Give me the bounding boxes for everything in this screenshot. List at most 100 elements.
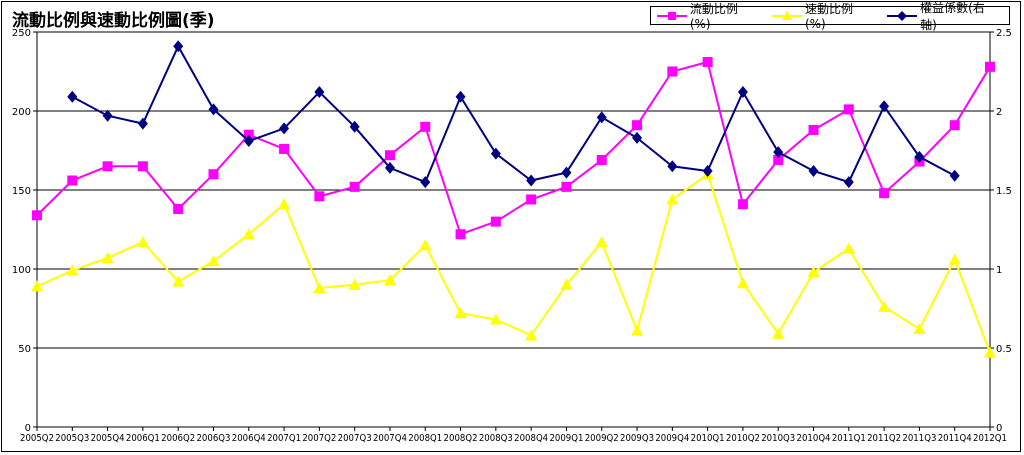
data-point-diamond bbox=[349, 120, 360, 133]
y-right-tick-label: 2.5 bbox=[996, 28, 1012, 39]
series-line bbox=[36, 172, 991, 354]
data-point-triangle bbox=[313, 281, 326, 293]
data-point-diamond bbox=[67, 90, 78, 103]
data-point-square bbox=[67, 175, 78, 186]
data-point-square bbox=[949, 120, 960, 131]
x-tick-label: 2010Q4 bbox=[797, 433, 831, 444]
data-point-square bbox=[384, 150, 395, 161]
series-line bbox=[36, 60, 991, 236]
data-point-square bbox=[279, 143, 290, 154]
data-point-square bbox=[561, 181, 572, 192]
x-tick-label: 2007Q1 bbox=[267, 433, 301, 444]
data-point-diamond bbox=[879, 100, 890, 113]
x-tick-label: 2011Q4 bbox=[938, 433, 972, 444]
data-point-diamond bbox=[384, 161, 395, 174]
data-point-triangle bbox=[948, 253, 961, 265]
data-point-square bbox=[243, 129, 254, 140]
x-tick-label: 2009Q4 bbox=[655, 433, 689, 444]
data-point-square bbox=[702, 57, 713, 68]
x-tick-label: 2009Q3 bbox=[620, 433, 654, 444]
data-point-triangle bbox=[454, 307, 467, 319]
x-tick-label: 2011Q1 bbox=[832, 433, 866, 444]
data-point-diamond bbox=[737, 86, 748, 99]
data-point-square bbox=[985, 61, 995, 72]
data-point-diamond bbox=[843, 176, 854, 189]
chart-title: 流動比例與速動比例圖(季) bbox=[12, 11, 215, 31]
y-right-tick-label: 1.5 bbox=[996, 186, 1012, 197]
y-left-tick-label: 250 bbox=[12, 28, 31, 39]
data-point-triangle bbox=[419, 239, 432, 251]
x-tick-label: 2010Q2 bbox=[726, 433, 760, 444]
y-left-tick-label: 50 bbox=[18, 344, 31, 355]
data-point-triangle bbox=[878, 300, 891, 312]
x-tick-label: 2009Q2 bbox=[585, 433, 619, 444]
x-tick-label: 2007Q2 bbox=[302, 433, 336, 444]
x-tick-label: 2006Q4 bbox=[232, 433, 266, 444]
legend-item-current-ratio: 流動比例(%) bbox=[657, 0, 758, 31]
y-left-tick-label: 200 bbox=[12, 107, 31, 118]
data-point-diamond bbox=[420, 176, 431, 189]
data-point-square bbox=[773, 154, 784, 165]
x-tick-label: 2008Q2 bbox=[444, 433, 478, 444]
data-point-diamond bbox=[773, 146, 784, 159]
data-point-diamond bbox=[490, 147, 501, 160]
data-point-diamond bbox=[243, 135, 254, 148]
data-point-square bbox=[879, 188, 890, 199]
legend-item-equity-multiplier: 權益係數(右軸) bbox=[887, 0, 1001, 33]
x-tick-label: 2006Q1 bbox=[126, 433, 160, 444]
x-tick-label: 2006Q2 bbox=[161, 433, 195, 444]
data-point-square bbox=[455, 229, 466, 240]
x-tick-label: 2012Q1 bbox=[973, 433, 1007, 444]
data-point-triangle bbox=[666, 193, 679, 205]
data-point-square bbox=[490, 216, 501, 227]
legend-label: 流動比例(%) bbox=[689, 2, 738, 31]
data-point-triangle bbox=[560, 278, 573, 290]
y-left-tick-label: 150 bbox=[12, 186, 31, 197]
data-point-square bbox=[173, 203, 184, 214]
legend-marker-triangle-icon bbox=[772, 10, 802, 20]
data-point-triangle bbox=[631, 324, 644, 336]
data-point-triangle bbox=[172, 275, 185, 287]
data-point-diamond bbox=[667, 160, 678, 173]
data-point-triangle bbox=[101, 251, 114, 263]
data-point-square bbox=[32, 210, 42, 221]
data-point-triangle bbox=[278, 198, 291, 210]
x-tick-label: 2010Q1 bbox=[691, 433, 725, 444]
data-point-diamond bbox=[173, 40, 184, 53]
data-point-diamond bbox=[526, 174, 537, 187]
x-tick-label: 2005Q3 bbox=[55, 433, 89, 444]
data-point-square bbox=[137, 161, 148, 172]
legend-item-quick-ratio: 速動比例(%) bbox=[772, 0, 873, 31]
x-tick-label: 2006Q3 bbox=[196, 433, 230, 444]
y-right-tick-label: 2 bbox=[996, 107, 1002, 118]
data-point-diamond bbox=[314, 86, 325, 99]
data-point-triangle bbox=[348, 278, 361, 290]
y-left-tick-label: 0 bbox=[25, 423, 31, 434]
data-point-triangle bbox=[207, 255, 220, 267]
data-point-square bbox=[632, 120, 643, 131]
data-point-triangle bbox=[242, 228, 255, 240]
x-tick-label: 2008Q3 bbox=[479, 433, 513, 444]
x-tick-label: 2005Q2 bbox=[20, 433, 54, 444]
data-point-triangle bbox=[595, 236, 608, 248]
x-tick-label: 2009Q1 bbox=[549, 433, 583, 444]
x-tick-label: 2007Q3 bbox=[338, 433, 372, 444]
data-point-triangle bbox=[489, 313, 502, 325]
y-right-tick-label: 0 bbox=[996, 423, 1002, 434]
data-point-square bbox=[808, 124, 819, 135]
x-tick-label: 2008Q4 bbox=[514, 433, 548, 444]
data-point-triangle bbox=[736, 277, 749, 289]
data-point-triangle bbox=[807, 266, 820, 278]
legend-marker-diamond-icon bbox=[887, 10, 918, 21]
data-point-diamond bbox=[632, 131, 643, 144]
data-point-square bbox=[314, 191, 325, 202]
chart-legend: 流動比例(%) 速動比例(%) 權益係數(右軸) bbox=[650, 1, 1010, 32]
data-point-square bbox=[526, 194, 537, 205]
plot-area bbox=[36, 31, 991, 428]
data-point-diamond bbox=[455, 90, 466, 103]
x-tick-label: 2007Q4 bbox=[373, 433, 407, 444]
x-tick-label: 2010Q3 bbox=[761, 433, 795, 444]
x-tick-label: 2008Q1 bbox=[408, 433, 442, 444]
